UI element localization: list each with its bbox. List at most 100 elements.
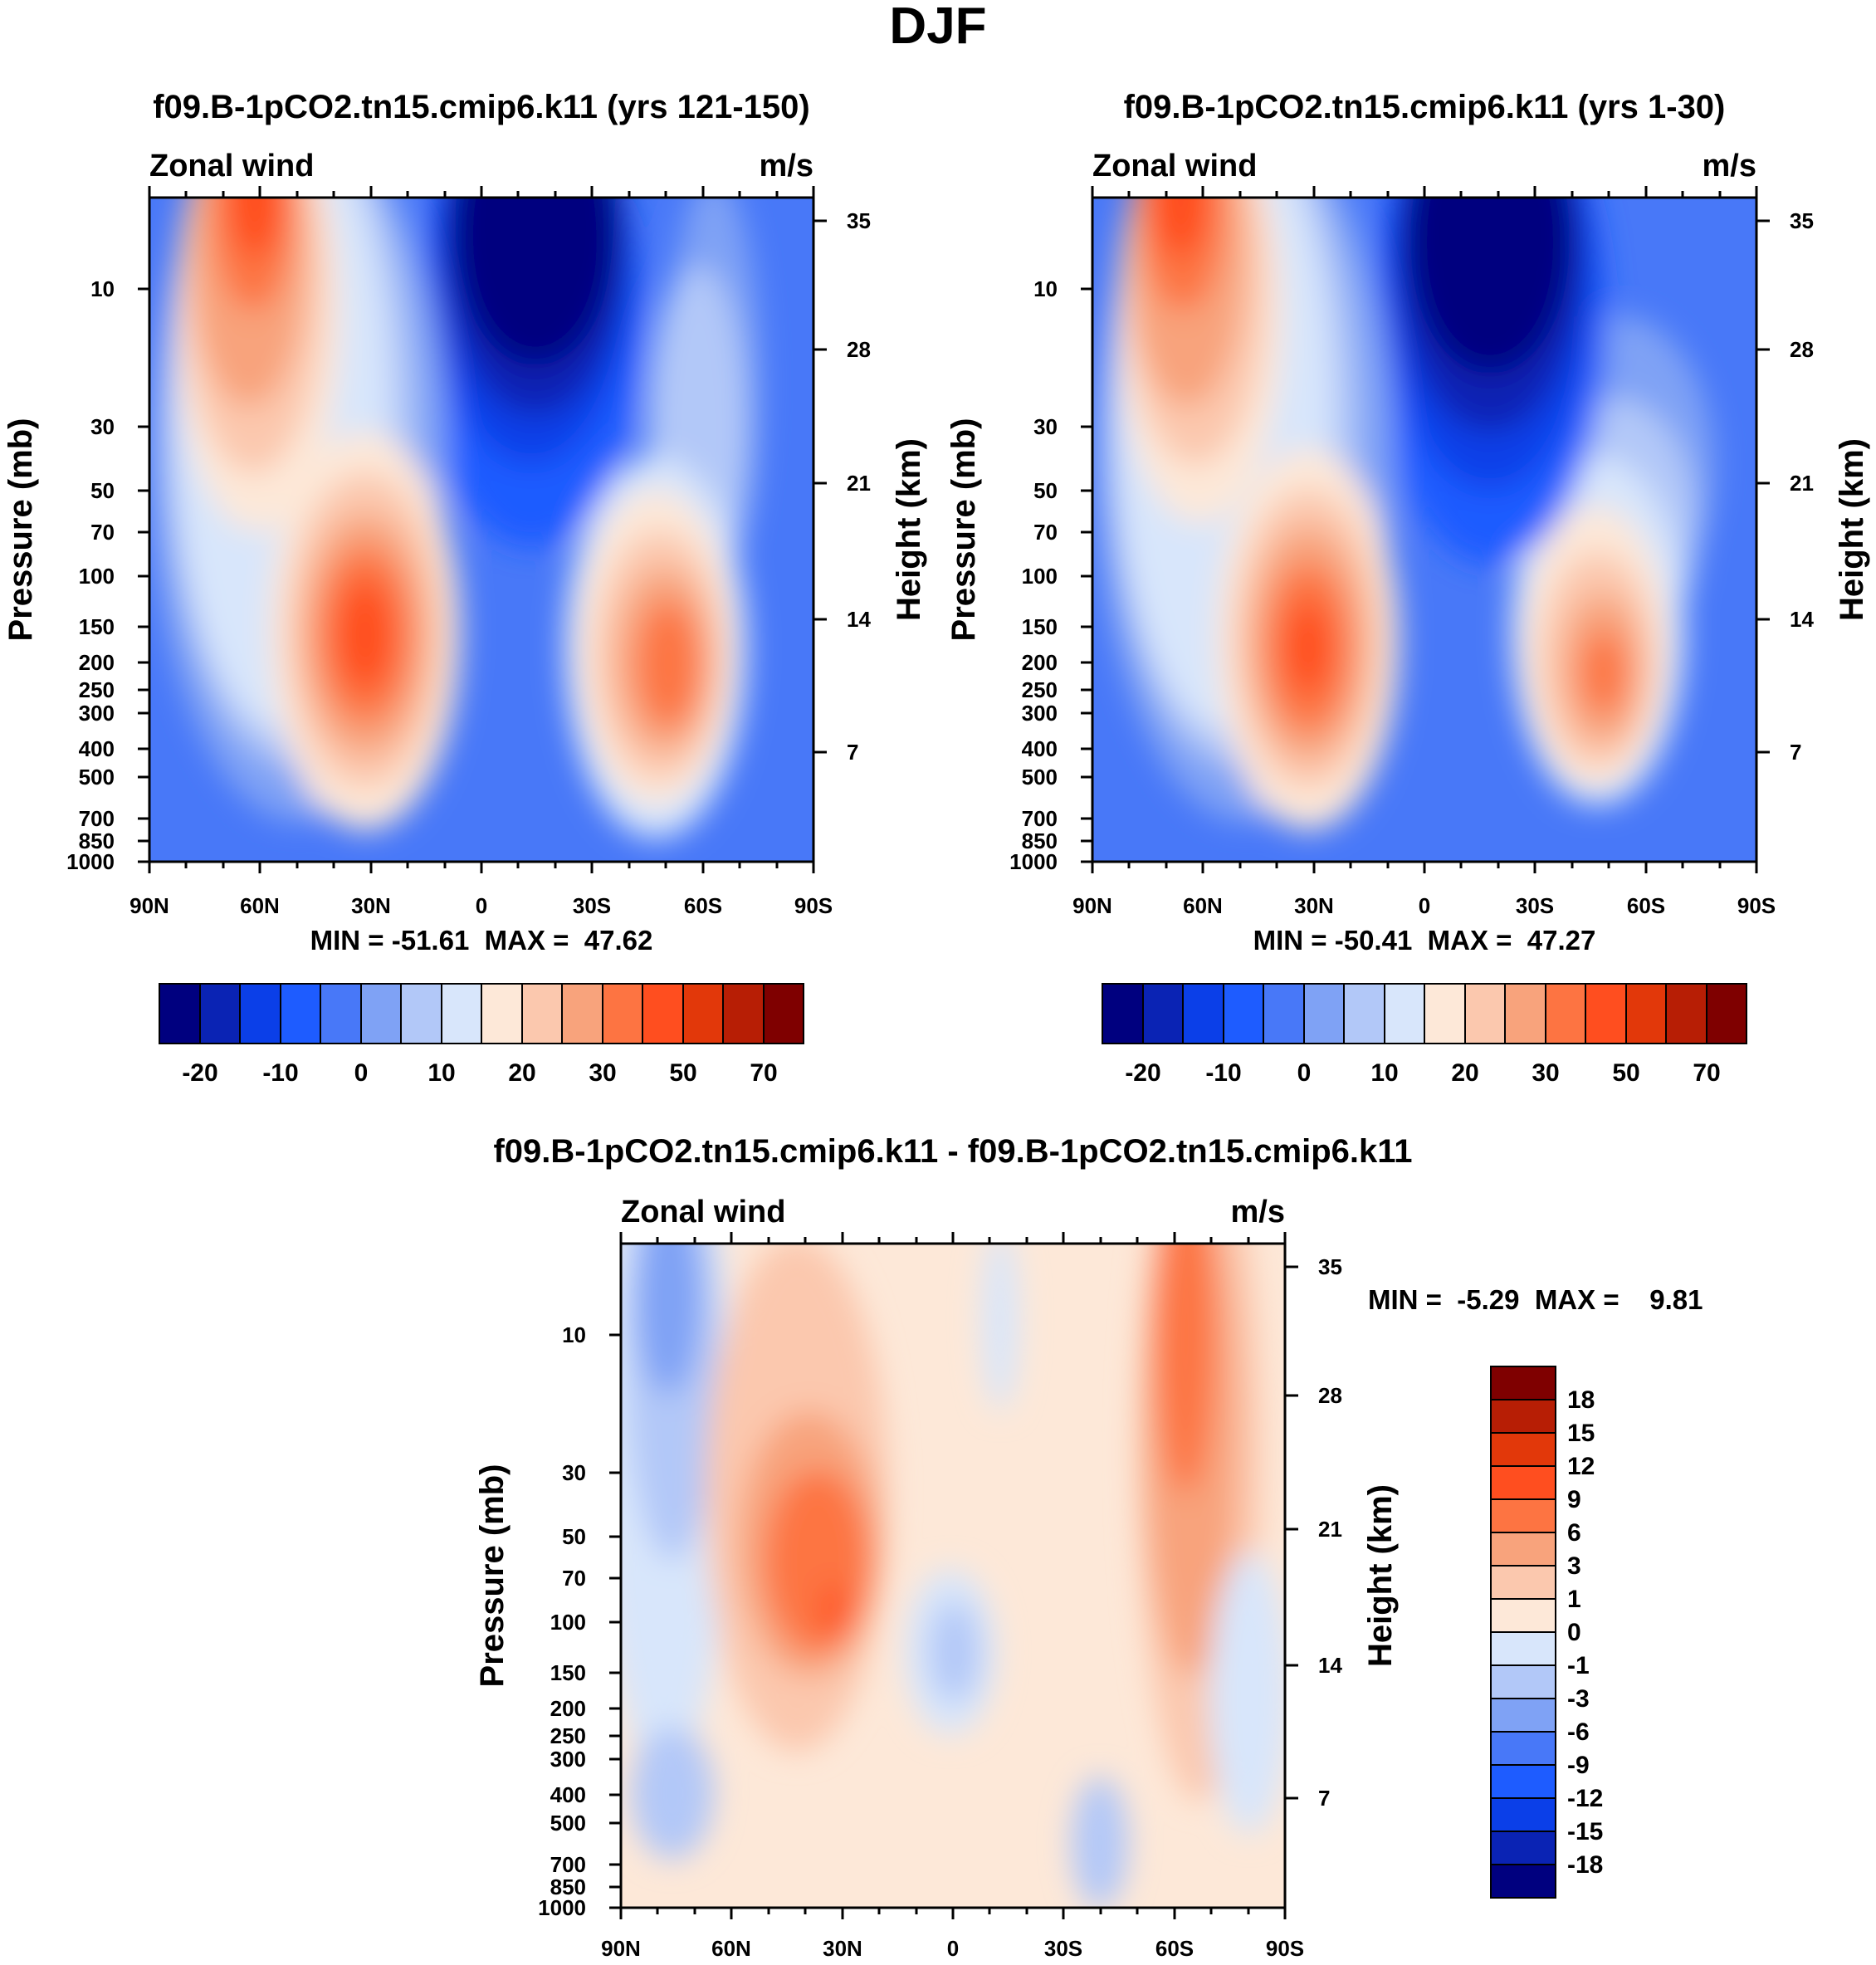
height-tick-label: 21	[1318, 1517, 1342, 1542]
contour-blob	[229, 198, 282, 257]
colorbar-swatch	[1385, 984, 1424, 1044]
x-tick-label: 90S	[1266, 1936, 1304, 1961]
colorbar-label: 70	[1693, 1059, 1720, 1087]
panel-title: f09.B-1pCO2.tn15.cmip6.k11 (yrs 1-30)	[1124, 89, 1726, 125]
contour-blob	[1072, 1777, 1128, 1908]
y-tick-label: 500	[1022, 765, 1058, 789]
colorbar-swatch	[1491, 1532, 1556, 1566]
x-tick-label: 60S	[1155, 1936, 1194, 1961]
contour-blob	[766, 1469, 869, 1652]
colorbar-swatch	[361, 984, 401, 1044]
y-tick-label: 100	[1022, 564, 1058, 589]
height-tick-label: 21	[847, 471, 871, 496]
x-tick-label: 30S	[573, 893, 611, 918]
y-tick-label: 850	[79, 829, 115, 853]
x-tick-label: 0	[1419, 893, 1430, 918]
colorbar-swatch	[1491, 1400, 1556, 1433]
height-tick-label: 21	[1790, 471, 1814, 496]
contour-blob	[635, 1244, 701, 1395]
y-ticks-left	[609, 1333, 621, 1909]
height-tick-label: 35	[1790, 208, 1814, 233]
y-ticks-right	[813, 219, 827, 754]
contour-blob	[1407, 198, 1573, 374]
y-tick-label: 400	[550, 1782, 586, 1807]
height-tick-label: 28	[847, 337, 871, 362]
x-tick-label: 0	[476, 893, 487, 918]
min-max-stats: MIN = -51.61 MAX = 47.62	[310, 925, 653, 956]
x-tick-label: 60N	[1183, 893, 1223, 918]
colorbar-swatch	[1102, 984, 1143, 1044]
colorbar-label: 1	[1567, 1586, 1581, 1613]
y-tick-labels: 10 30 50 70 100 150 200 250 300 400 500 …	[66, 276, 115, 874]
y-axis-label-right: Height (km)	[1834, 438, 1870, 621]
contour-blob	[823, 1584, 846, 1637]
y-axis-label-right: Height (km)	[1362, 1484, 1399, 1667]
contour-blob	[638, 602, 698, 726]
y-tick-label: 500	[79, 765, 115, 789]
x-ticks-top	[148, 186, 815, 198]
panel-bottom: f09.B-1pCO2.tn15.cmip6.k11 - f09.B-1pCO2…	[474, 1133, 1703, 1961]
x-tick-label: 30S	[1516, 893, 1554, 918]
colorbar-swatch	[1344, 984, 1385, 1044]
colorbar-label: 50	[1612, 1059, 1639, 1087]
x-ticks-bottom	[148, 862, 815, 873]
x-tick-label: 90N	[601, 1936, 641, 1961]
y-axis-label: Pressure (mb)	[945, 418, 982, 642]
colorbar-label: 12	[1567, 1453, 1595, 1480]
colorbar-swatch	[642, 984, 683, 1044]
colorbar-swatch	[1491, 1699, 1556, 1732]
colorbar-label: 18	[1567, 1386, 1595, 1414]
height-tick-label: 28	[1790, 337, 1814, 362]
colorbar-swatch	[1143, 984, 1183, 1044]
colorbar: -20 -10 0 10 20 30 50 70	[159, 983, 804, 1087]
colorbar-swatch	[1304, 984, 1344, 1044]
colorbar-label: -3	[1567, 1685, 1590, 1713]
y-tick-label: 700	[1022, 806, 1058, 831]
colorbar-label: -10	[262, 1059, 298, 1087]
y-tick-label: 30	[90, 414, 115, 439]
y-tick-label: 700	[550, 1852, 586, 1877]
x-ticks-bottom	[1091, 862, 1758, 873]
colorbar-swatch	[562, 984, 603, 1044]
x-ticks-top	[1091, 186, 1758, 198]
colorbar-swatch	[1491, 1566, 1556, 1599]
colorbar: -20 -10 0 10 20 30 50 70	[1102, 983, 1747, 1087]
colorbar-swatch	[603, 984, 642, 1044]
colorbar-label: 20	[508, 1059, 535, 1087]
contour-field	[621, 1244, 1285, 1908]
colorbar-swatch	[1491, 1798, 1556, 1831]
colorbar-swatch	[1491, 1765, 1556, 1798]
colorbar-swatch	[1491, 1433, 1556, 1466]
height-tick-labels: 35 28 21 14 7	[1318, 1254, 1342, 1811]
y-tick-label: 300	[79, 701, 115, 726]
contour-blob	[1209, 1552, 1285, 1835]
y-ticks-left	[138, 287, 149, 863]
panel-title: f09.B-1pCO2.tn15.cmip6.k11 (yrs 121-150)	[153, 89, 810, 125]
contour-blob	[339, 581, 392, 689]
colorbar-swatch	[1491, 1831, 1556, 1865]
colorbar-label: 30	[589, 1059, 616, 1087]
x-tick-label: 60N	[711, 1936, 751, 1961]
height-tick-label: 14	[1318, 1653, 1342, 1678]
height-tick-label: 35	[1318, 1254, 1342, 1279]
colorbar-label: -9	[1567, 1752, 1590, 1779]
contour-blob	[930, 1602, 980, 1702]
y-tick-label: 50	[562, 1524, 586, 1549]
y-tick-label: 150	[1022, 614, 1058, 639]
colorbar-swatch	[1491, 1366, 1556, 1400]
x-ticks-top	[619, 1232, 1287, 1244]
y-tick-label: 10	[1033, 276, 1058, 301]
colorbar-swatch	[1491, 1732, 1556, 1765]
y-axis-label: Pressure (mb)	[474, 1464, 511, 1688]
colorbar-label: -12	[1567, 1785, 1603, 1812]
y-tick-label: 250	[79, 677, 115, 702]
contour-blob	[982, 1244, 1019, 1411]
colorbar-label: 20	[1451, 1059, 1478, 1087]
y-tick-labels: 10 30 50 70 100 150 200 250 300 400 500 …	[538, 1322, 586, 1920]
y-tick-labels: 10 30 50 70 100 150 200 250 300 400 500 …	[1009, 276, 1058, 874]
y-tick-label: 10	[562, 1322, 586, 1347]
x-ticks-bottom	[619, 1908, 1287, 1919]
colorbar-swatch	[522, 984, 562, 1044]
height-tick-label: 7	[1790, 740, 1801, 765]
